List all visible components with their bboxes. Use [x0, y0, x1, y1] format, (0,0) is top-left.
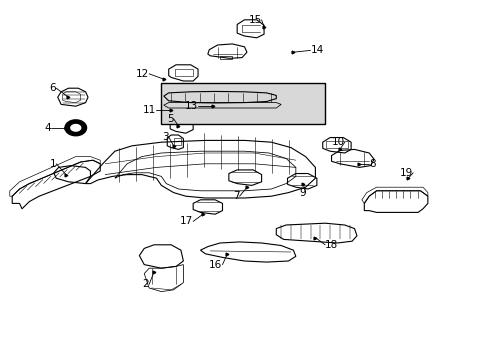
Text: 9: 9: [298, 188, 305, 198]
Text: 7: 7: [232, 191, 239, 201]
Text: 18: 18: [325, 240, 338, 250]
Text: 15: 15: [248, 15, 261, 25]
Text: 5: 5: [166, 114, 173, 124]
Text: 13: 13: [184, 101, 198, 111]
Text: 2: 2: [142, 279, 149, 289]
Text: 17: 17: [180, 216, 193, 226]
Text: 1: 1: [49, 159, 56, 169]
Text: 16: 16: [209, 260, 222, 270]
Text: 8: 8: [368, 159, 375, 169]
Text: 10: 10: [331, 137, 344, 147]
Text: 19: 19: [399, 168, 412, 178]
Text: 12: 12: [136, 69, 149, 79]
Text: 14: 14: [310, 45, 323, 55]
Text: 4: 4: [44, 123, 51, 133]
Text: 3: 3: [162, 132, 168, 142]
Text: 11: 11: [143, 105, 156, 115]
Text: 6: 6: [49, 83, 56, 93]
Bar: [161, 83, 325, 124]
